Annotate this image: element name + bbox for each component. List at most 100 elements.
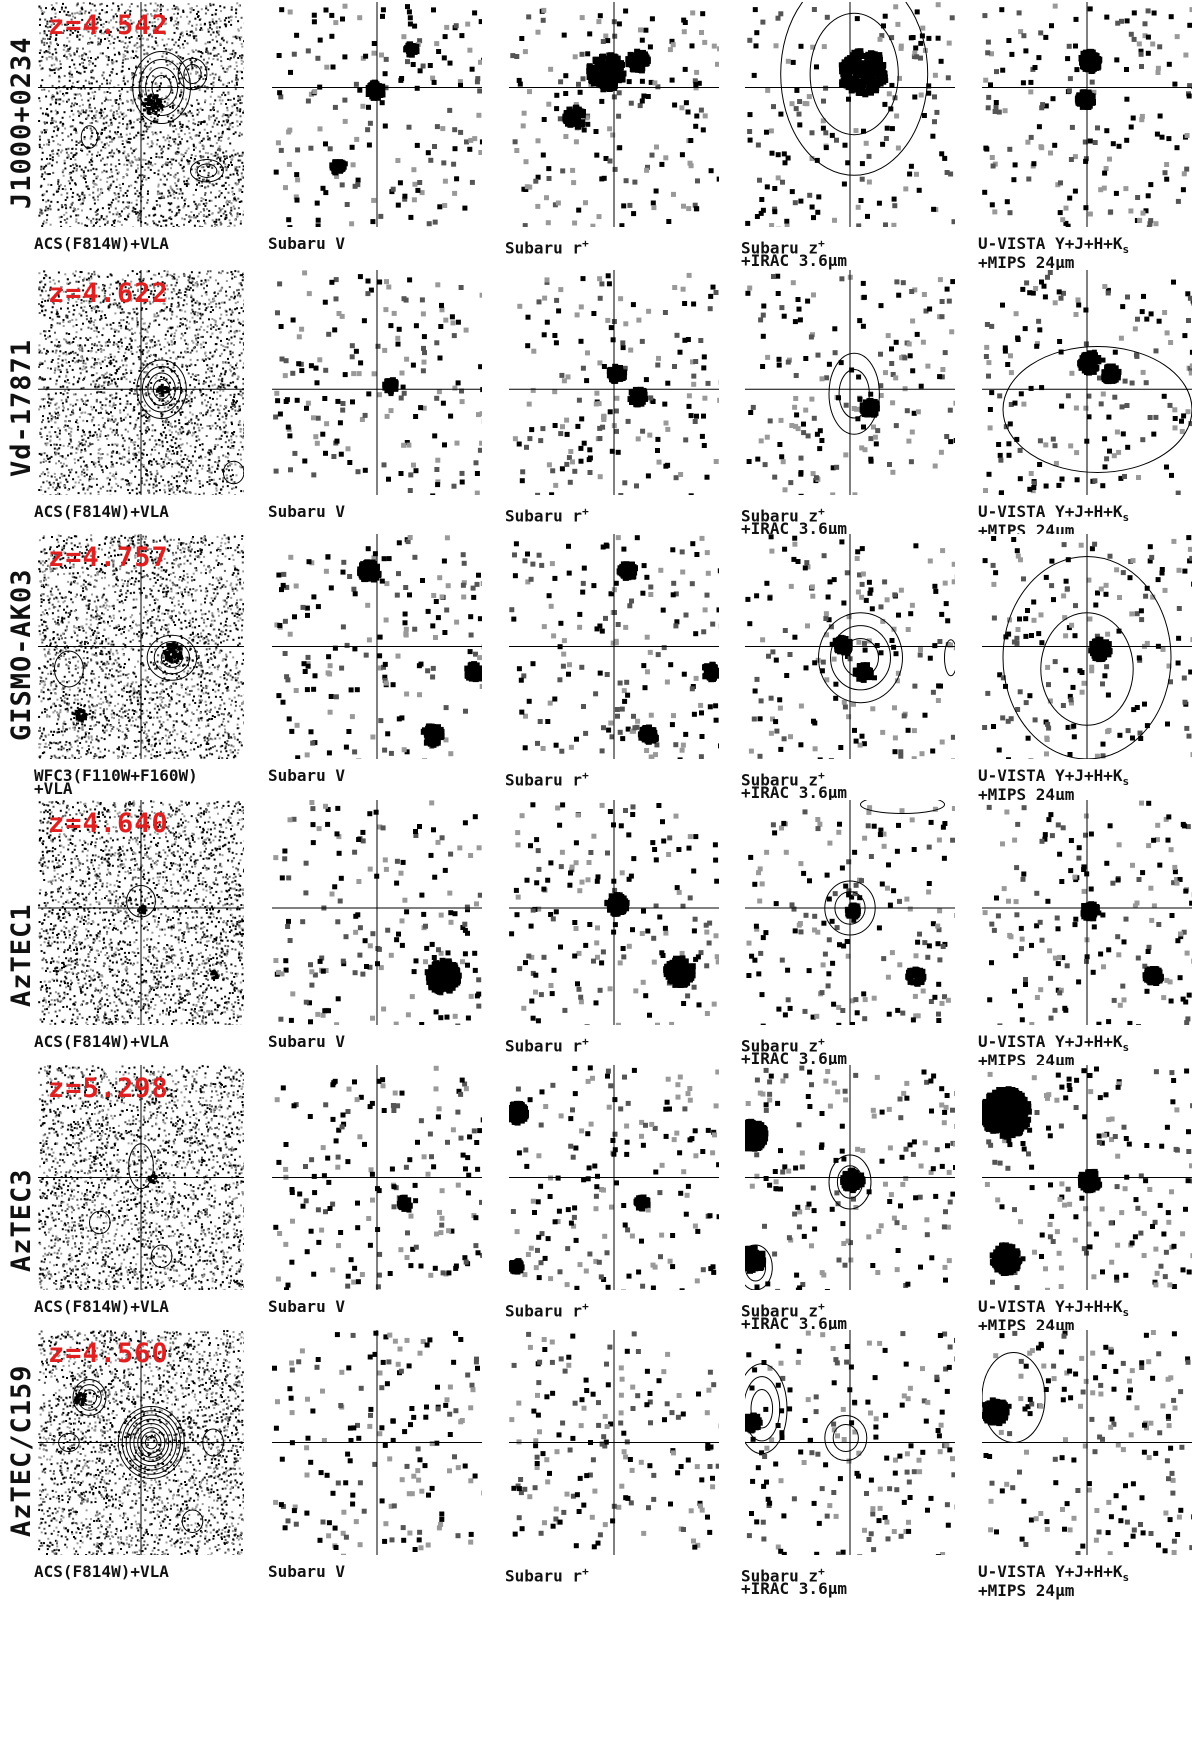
crosshair [272, 2, 482, 227]
caption-line: +MIPS 24μm [978, 1581, 1074, 1600]
crosshair [745, 534, 955, 759]
cutout-image [509, 800, 719, 1025]
cutout-image [982, 534, 1192, 759]
cutout-image [509, 1065, 719, 1290]
caption-line: +IRAC 3.6μm [741, 1049, 847, 1068]
caption-line: +IRAC 3.6μm [741, 251, 847, 270]
caption-sub: s [1123, 1571, 1130, 1584]
image-cutout [272, 2, 482, 227]
caption-sup: + [818, 769, 825, 782]
image-noise [272, 1330, 482, 1555]
panel-caption: Subaru z+ +IRAC 3.6μm [741, 237, 847, 270]
contour-lines [780, 2, 929, 176]
crosshair [38, 534, 244, 759]
cutout-image [982, 1330, 1192, 1555]
source-row: AzTEC3 z=5.298 ACS(F814W)+VLA Subaru V Subar… [0, 1063, 1200, 1334]
caption-line: Subaru z [741, 1301, 818, 1320]
caption-line: +MIPS 24μm [978, 785, 1074, 804]
crosshair [38, 270, 244, 495]
cutout-image [745, 800, 955, 1025]
caption-line: U-VISTA Y+J+H+K [978, 766, 1123, 785]
crosshair [982, 270, 1192, 495]
image-cutout [509, 534, 719, 759]
contour-lines [745, 1363, 868, 1461]
image-cutout [509, 2, 719, 227]
crosshair [38, 2, 244, 227]
caption-line: +IRAC 3.6μm [741, 783, 847, 802]
caption-sup: + [582, 505, 589, 518]
panel-caption: WFC3(F110W+F160W) +VLA [34, 768, 198, 797]
caption-line: +MIPS 24μm [978, 253, 1074, 272]
caption-line: U-VISTA Y+J+H+K [978, 1032, 1123, 1051]
caption-line: +IRAC 3.6μm [741, 519, 847, 538]
source-row: AzTEC/C159 z=4.560 ACS(F814W)+VLA Subaru V S… [0, 1328, 1200, 1599]
crosshair [272, 270, 482, 495]
crosshair [745, 1065, 955, 1290]
caption-line: Subaru r [505, 770, 582, 789]
panel-caption: U-VISTA Y+J+H+Ks +MIPS 24μm [978, 766, 1129, 804]
panel-caption: Subaru r+ [505, 1300, 589, 1319]
image-cutout [272, 1065, 482, 1290]
cutout-image [38, 1330, 244, 1555]
redshift-label: z=4.757 [48, 542, 169, 573]
cutout-image [272, 2, 482, 227]
image-cutout [509, 1330, 719, 1555]
caption-sup: + [582, 769, 589, 782]
image-noise [38, 800, 244, 1025]
caption-line: Subaru V [268, 234, 345, 253]
cutout-image [272, 1330, 482, 1555]
cutout-image [38, 534, 244, 759]
cutout-image [272, 534, 482, 759]
panel-caption: Subaru r+ [505, 237, 589, 256]
image-cutout: z=4.622 [38, 270, 244, 495]
source-name-label: AzTEC3 [0, 1063, 40, 1303]
image-noise [38, 534, 244, 759]
caption-line: ACS(F814W)+VLA [34, 1297, 169, 1316]
cutout-image [982, 800, 1192, 1025]
caption-sup: + [818, 1300, 825, 1313]
image-cutout: z=4.542 [38, 2, 244, 227]
caption-sub: s [1123, 1041, 1130, 1054]
crosshair [272, 1330, 482, 1555]
crosshair [509, 270, 719, 495]
contour-lines [818, 612, 955, 704]
cutout-image [272, 800, 482, 1025]
caption-sup: + [582, 1035, 589, 1048]
image-cutout [272, 270, 482, 495]
panel-caption: ACS(F814W)+VLA [34, 236, 169, 252]
image-noise [38, 1330, 244, 1555]
contour-lines [53, 634, 198, 688]
cutout-image [38, 270, 244, 495]
cutout-image [745, 2, 955, 227]
panel-caption: ACS(F814W)+VLA [34, 1034, 169, 1050]
caption-sup: + [818, 1565, 825, 1578]
image-cutout [509, 800, 719, 1025]
caption-line: Subaru V [268, 1297, 345, 1316]
caption-line: Subaru V [268, 1562, 345, 1581]
source-name: AzTEC1 [6, 903, 37, 1007]
image-cutout [272, 1330, 482, 1555]
caption-sup: + [818, 1035, 825, 1048]
panel-caption: Subaru r+ [505, 769, 589, 789]
caption-line: Subaru z [741, 1566, 818, 1585]
cutout-image [509, 1330, 719, 1555]
crosshair [982, 2, 1192, 227]
cutout-image [509, 534, 719, 759]
caption-sub: s [1123, 1306, 1130, 1319]
crosshair [982, 534, 1192, 759]
image-noise [509, 1065, 719, 1290]
source-name: J1000+0234 [6, 36, 37, 209]
image-noise [745, 2, 955, 227]
panel-caption: Subaru V [268, 234, 345, 253]
panel-caption: Subaru V [268, 504, 345, 520]
source-name: AzTEC/C159 [6, 1364, 37, 1537]
caption-sub: s [1123, 243, 1130, 256]
caption-line: +MIPS 24μm [978, 1051, 1074, 1070]
panel-caption: Subaru V [268, 1562, 345, 1581]
image-cutout: z=4.560 [38, 1330, 244, 1555]
image-cutout [745, 2, 955, 227]
crosshair [272, 1065, 482, 1290]
image-cutout [272, 534, 482, 759]
image-cutout [982, 1330, 1192, 1555]
source-row: GISMO-AK03 z=4.757 WFC3(F110W+F160W) +VLA Su… [0, 532, 1200, 803]
